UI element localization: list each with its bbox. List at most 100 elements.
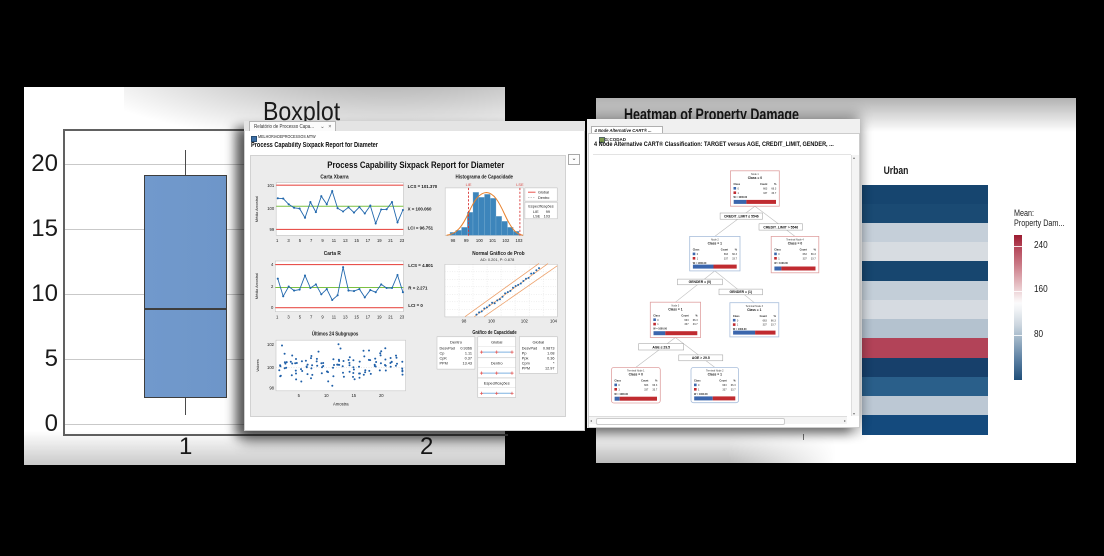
svg-text:Amostra: Amostra xyxy=(333,402,349,407)
svg-text:17: 17 xyxy=(366,314,371,319)
svg-text:337: 337 xyxy=(644,388,649,391)
svg-text:Count: Count xyxy=(800,248,807,251)
svg-text:98: 98 xyxy=(269,386,274,391)
svg-text:33.7: 33.7 xyxy=(731,388,736,391)
svg-text:Valores: Valores xyxy=(256,359,260,372)
svg-text:Global: Global xyxy=(533,339,545,344)
svg-text:21: 21 xyxy=(388,314,393,319)
svg-text:Class: Class xyxy=(694,379,701,382)
svg-text:LCS = 4.801: LCS = 4.801 xyxy=(408,263,433,268)
svg-text:23: 23 xyxy=(400,314,405,319)
svg-text:1: 1 xyxy=(276,314,279,319)
svg-text:663: 663 xyxy=(644,384,649,387)
svg-text:1: 1 xyxy=(737,323,739,326)
svg-text:Terminal Node 2: Terminal Node 2 xyxy=(706,369,724,372)
svg-text:98: 98 xyxy=(451,238,456,243)
svg-text:Global: Global xyxy=(538,191,549,195)
svg-text:33.7: 33.7 xyxy=(771,323,776,326)
svg-text:33.7: 33.7 xyxy=(811,257,816,260)
svg-text:Class: Class xyxy=(653,314,660,317)
svg-text:0.37: 0.37 xyxy=(465,357,472,361)
svg-text:337: 337 xyxy=(763,191,768,194)
svg-text:Terminal Node 4: Terminal Node 4 xyxy=(786,238,804,241)
svg-text:Carta R: Carta R xyxy=(324,251,341,257)
svg-text:Class = 1: Class = 1 xyxy=(668,307,683,311)
svg-text:101: 101 xyxy=(267,183,275,188)
svg-text:Normal Gráfico de Prob: Normal Gráfico de Prob xyxy=(472,251,524,257)
svg-text:DesvPad: DesvPad xyxy=(440,347,455,351)
svg-text:0: 0 xyxy=(778,253,780,256)
svg-text:Count: Count xyxy=(760,183,767,186)
svg-text:3: 3 xyxy=(287,238,290,243)
svg-text:Terminal Node 1: Terminal Node 1 xyxy=(627,369,645,372)
svg-text:99: 99 xyxy=(270,227,275,232)
svg-text:33.7: 33.7 xyxy=(732,257,737,260)
svg-text:102: 102 xyxy=(502,238,510,243)
svg-text:15: 15 xyxy=(351,393,356,398)
svg-text:Média Amostral: Média Amostral xyxy=(255,273,259,299)
svg-text:1: 1 xyxy=(738,191,740,194)
svg-text:W = 1000.00: W = 1000.00 xyxy=(653,327,667,330)
svg-text:20: 20 xyxy=(379,393,384,398)
svg-text:4: 4 xyxy=(271,262,274,267)
svg-text:66.3: 66.3 xyxy=(771,319,776,322)
svg-text:13: 13 xyxy=(343,238,348,243)
svg-text:Ppk: Ppk xyxy=(522,357,529,361)
svg-text:LCS = 101.370: LCS = 101.370 xyxy=(408,184,438,189)
svg-text:663: 663 xyxy=(763,319,768,322)
svg-text:Count: Count xyxy=(760,314,767,317)
svg-text:Pp: Pp xyxy=(522,352,527,356)
svg-text:Node 1: Node 1 xyxy=(751,173,759,176)
svg-text:663: 663 xyxy=(803,253,808,256)
svg-text:Class = 1: Class = 1 xyxy=(708,372,723,376)
svg-text:%: % xyxy=(695,314,698,317)
svg-text:66.3: 66.3 xyxy=(693,318,698,321)
svg-text:33.7: 33.7 xyxy=(693,323,698,326)
svg-text:Últimos 24 Subgrupos: Últimos 24 Subgrupos xyxy=(312,331,359,338)
svg-text:Média Amostral: Média Amostral xyxy=(255,196,259,222)
svg-text:5: 5 xyxy=(298,393,301,398)
svg-text:1: 1 xyxy=(697,257,699,260)
svg-text:W = 1000.00: W = 1000.00 xyxy=(733,328,747,331)
svg-text:W = 1000.00: W = 1000.00 xyxy=(694,392,708,395)
svg-text:0: 0 xyxy=(618,384,620,387)
svg-text:100: 100 xyxy=(476,238,484,243)
svg-text:Gráfico de Capacidade: Gráfico de Capacidade xyxy=(472,330,516,336)
svg-text:0: 0 xyxy=(657,318,659,321)
svg-text:Dentro: Dentro xyxy=(491,360,503,365)
svg-text:%: % xyxy=(774,314,777,317)
svg-text:LCI = 96.751: LCI = 96.751 xyxy=(408,226,434,231)
svg-text:%: % xyxy=(733,379,736,382)
svg-text:663: 663 xyxy=(763,187,768,190)
svg-text:AGE > 29.5: AGE > 29.5 xyxy=(692,356,710,360)
svg-text:10: 10 xyxy=(324,393,329,398)
svg-text:7: 7 xyxy=(310,314,313,319)
svg-text:0.36: 0.36 xyxy=(547,357,554,361)
svg-text:Class = 0: Class = 0 xyxy=(748,176,763,180)
svg-text:21: 21 xyxy=(388,238,393,243)
svg-text:CREDIT_LIMIT ≤ 5546: CREDIT_LIMIT ≤ 5546 xyxy=(724,214,759,218)
svg-text:W = 1000.00: W = 1000.00 xyxy=(774,261,788,264)
svg-text:9: 9 xyxy=(321,238,324,243)
svg-text:R = 2.271: R = 2.271 xyxy=(408,286,428,291)
svg-text:LSE: LSE xyxy=(516,182,524,187)
svg-text:337: 337 xyxy=(763,323,768,326)
svg-text:X = 100.060: X = 100.060 xyxy=(408,207,432,212)
svg-text:LIE: LIE xyxy=(466,182,472,187)
svg-text:Count: Count xyxy=(719,379,726,382)
svg-text:33.7: 33.7 xyxy=(652,388,657,391)
svg-text:Node 2: Node 2 xyxy=(711,238,719,241)
svg-text:66.3: 66.3 xyxy=(731,384,736,387)
svg-text:337: 337 xyxy=(803,257,808,260)
svg-text:103: 103 xyxy=(544,214,550,218)
svg-text:Class = 0: Class = 0 xyxy=(788,241,803,245)
svg-text:0: 0 xyxy=(697,253,699,256)
svg-text:15: 15 xyxy=(354,238,359,243)
svg-text:%: % xyxy=(774,183,777,186)
svg-text:AGE ≤ 29.5: AGE ≤ 29.5 xyxy=(652,345,670,349)
svg-text:1: 1 xyxy=(698,388,700,391)
svg-text:66.3: 66.3 xyxy=(652,384,657,387)
svg-text:Class: Class xyxy=(693,248,700,251)
svg-text:1: 1 xyxy=(618,388,620,391)
svg-text:100: 100 xyxy=(488,319,496,324)
